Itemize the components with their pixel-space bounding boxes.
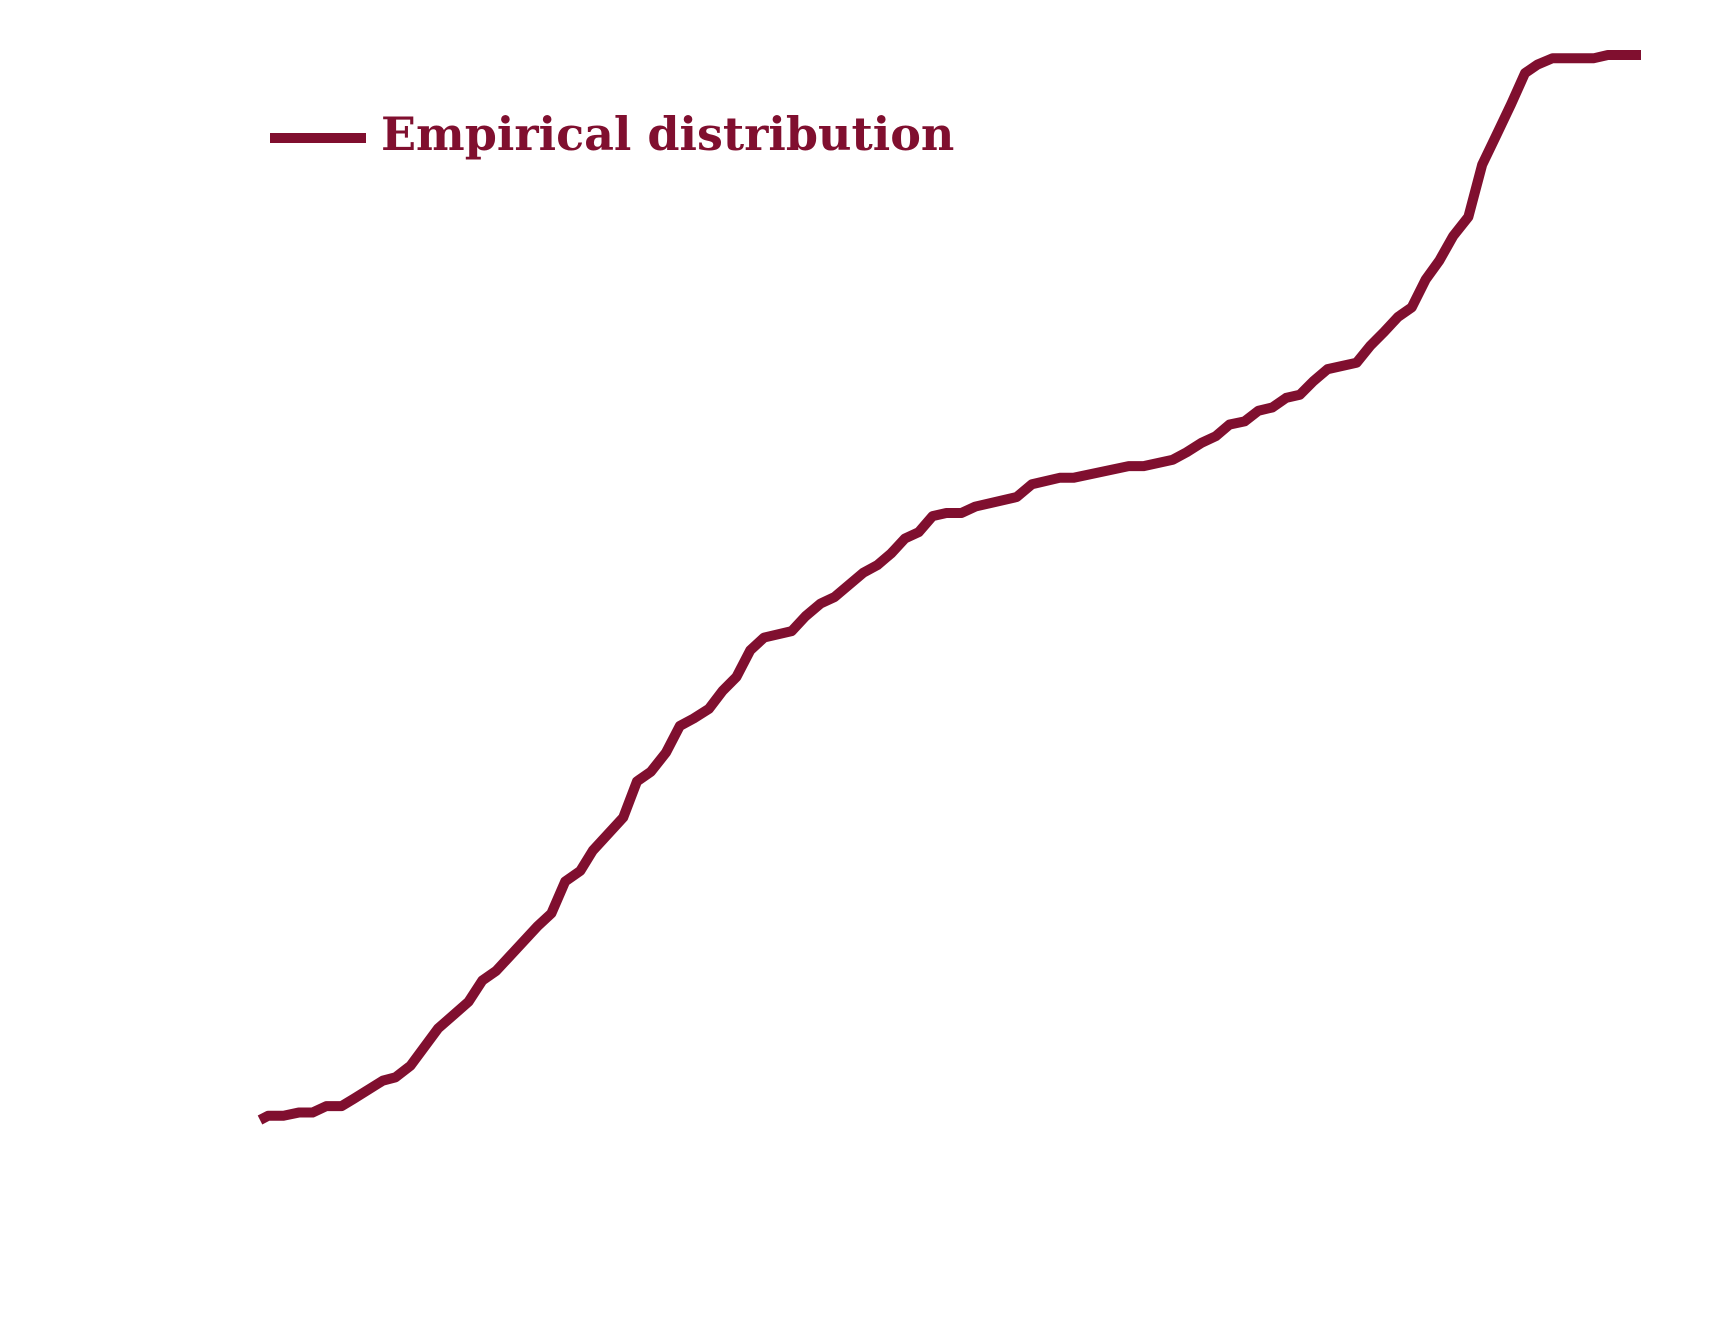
legend-label: Empirical distribution — [381, 107, 954, 161]
data-line — [257, 50, 1641, 1125]
